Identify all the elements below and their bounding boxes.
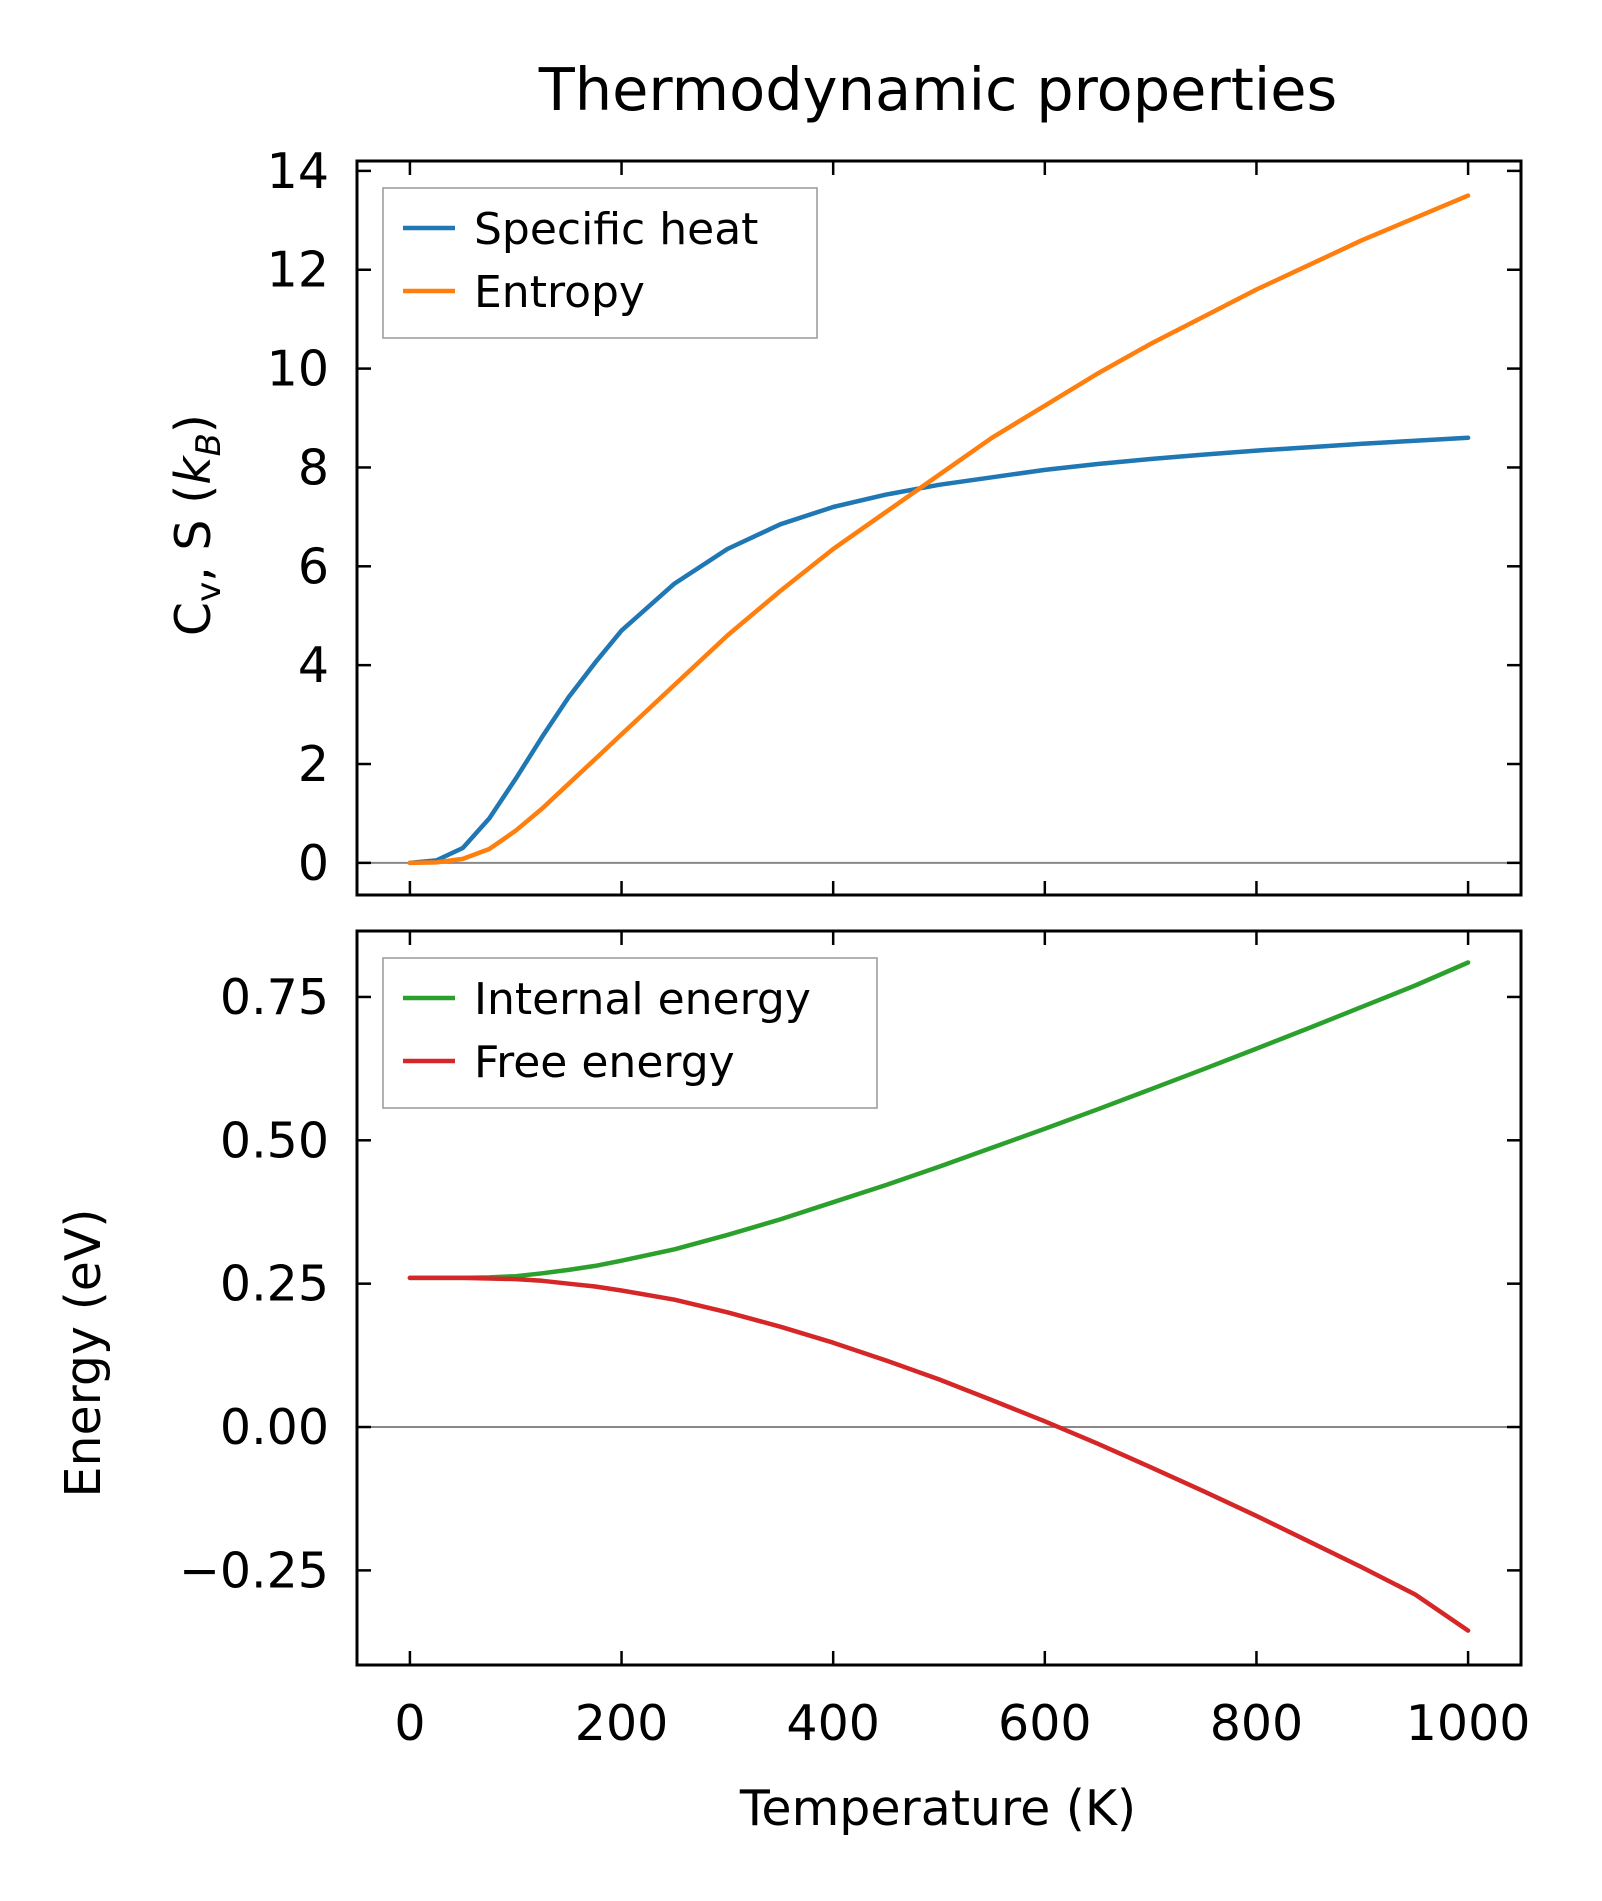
y-tick-label: 0 (298, 835, 329, 892)
legend-bottom: Internal energy Free energy (382, 957, 878, 1109)
y-tick-label: 14 (267, 143, 329, 200)
y-tick-label: 2 (298, 736, 329, 793)
panel-bottom: −0.25 0.00 0.25 0.50 0.75 0 200 400 600 800 1000 E… (55, 929, 1531, 1837)
ticks-bottom: −0.25 0.00 0.25 0.50 0.75 0 200 400 600 800 1000 (179, 931, 1531, 1752)
legend-label-internal-energy: Internal energy (474, 974, 811, 1025)
series-line-entropy (407, 193, 1471, 866)
legend-top: Specific heat Entropy (382, 187, 818, 339)
x-axis-title: Temperature (K) (739, 1780, 1136, 1837)
x-tick-label: 800 (1210, 1695, 1304, 1752)
y-tick-label: −0.25 (179, 1542, 329, 1599)
x-tick-label: 1000 (1406, 1695, 1531, 1752)
legend-box-top (382, 187, 818, 339)
x-tick-label: 0 (394, 1695, 425, 1752)
y-axis-title-bottom: Energy (eV) (55, 1208, 112, 1497)
legend-label-entropy: Entropy (474, 267, 645, 318)
y-tick-label: 12 (267, 242, 329, 299)
y-tick-label: 10 (267, 341, 329, 398)
x-tick-label: 400 (786, 1695, 880, 1752)
plot-frame-bottom (355, 929, 1523, 1667)
plot-frame-top (355, 159, 1523, 897)
ticks-top: 0 2 4 6 8 10 12 14 (267, 143, 1521, 895)
series-group-bottom (407, 960, 1471, 1633)
legend-box-bottom (382, 957, 878, 1109)
series-line-free-energy (407, 1275, 1471, 1633)
panel-top: 0 2 4 6 8 10 12 14 Cv, S (kB) Specific heat Ent… (165, 143, 1523, 897)
y-tick-label: 0.25 (220, 1256, 329, 1313)
x-tick-label: 200 (575, 1695, 669, 1752)
series-line-internal-energy (407, 960, 1471, 1281)
series-line-specific-heat (407, 435, 1471, 866)
y-tick-label: 0.50 (220, 1112, 329, 1169)
y-tick-label: 0.00 (220, 1399, 329, 1456)
chart-title: Thermodynamic properties (538, 55, 1338, 124)
y-tick-label: 0.75 (220, 969, 329, 1026)
x-tick-label: 600 (998, 1695, 1092, 1752)
y-tick-label: 8 (298, 439, 329, 496)
y-axis-title-top: Cv, S (kB) (165, 414, 229, 636)
series-group-top (407, 193, 1471, 866)
legend-label-specific-heat: Specific heat (474, 204, 758, 255)
legend-label-free-energy: Free energy (474, 1037, 735, 1088)
y-tick-label: 6 (298, 538, 329, 595)
y-tick-label: 4 (298, 637, 329, 694)
